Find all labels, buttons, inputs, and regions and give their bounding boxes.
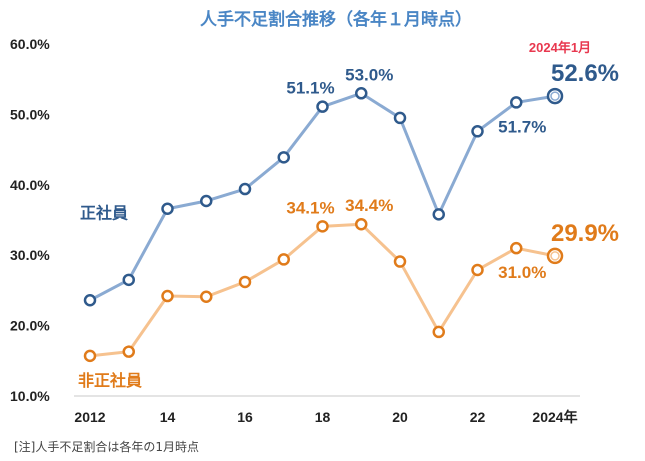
x-tick-label: 2024年 [532,409,577,425]
data-point [277,253,290,266]
data-point [355,217,368,231]
series-name-label: 正社員 [80,204,128,223]
y-tick-label: 40.0% [10,177,50,193]
highlight-period-label: 2024年1月 [529,40,591,55]
data-point [432,208,445,221]
latest-value-label: 52.6% [551,60,619,87]
data-point [546,247,564,265]
data-label: 53.0% [345,65,393,84]
data-point [161,289,174,303]
data-point [316,220,329,233]
footnote: [注]人手不足割合は各年の1月時点 [14,439,199,454]
x-tick-label: 20 [392,409,408,425]
y-tick-label: 30.0% [10,247,50,263]
x-tick-label: 2012 [74,409,105,425]
data-label: 31.0% [498,263,546,282]
data-point [122,345,135,358]
data-point [471,125,484,138]
latest-value-label: 29.9% [551,220,619,247]
data-point [277,151,290,164]
series-line [89,222,556,358]
data-label: 51.7% [498,117,546,136]
data-point [200,290,213,303]
y-tick-label: 60.0% [10,36,50,52]
data-point [510,241,523,255]
data-point [122,273,135,287]
data-labels: 51.1% 53.0% 51.7% 52.6% 正社員 34.1% 34.4% 31.0% 29… [78,40,619,390]
chart-title: 人手不足割合推移（各年１月時点） [200,9,472,30]
x-tick-label: 16 [237,409,253,425]
axes: 10.0% 20.0% 30.0% 40.0% 50.0% 60.0% 2012 14 16 18… [10,36,580,425]
y-tick-label: 10.0% [10,388,50,404]
series-line [89,91,556,302]
data-point [83,294,97,307]
x-tick-label: 18 [315,409,331,425]
data-point [161,202,174,215]
data-point [238,275,252,289]
data-label: 34.1% [286,198,334,217]
data-label: 34.4% [345,196,393,215]
data-point [546,87,564,105]
data-point-inner-ring [550,251,560,261]
series-name-label: 非正社員 [78,371,142,390]
data-point [432,325,445,339]
data-point [316,100,329,113]
x-tick-label: 14 [160,409,176,425]
data-point [393,111,407,125]
y-tick-label: 20.0% [10,318,50,334]
data-point [238,182,252,196]
data-label: 51.1% [286,79,334,98]
series-points [83,87,564,363]
data-point [200,194,213,208]
data-point [83,349,97,363]
data-point [471,263,484,277]
x-tick-label: 22 [470,409,486,425]
y-tick-label: 50.0% [10,106,50,122]
data-point [393,255,407,268]
data-point-inner-ring [550,91,560,101]
data-point [355,87,368,100]
data-point [510,96,523,109]
